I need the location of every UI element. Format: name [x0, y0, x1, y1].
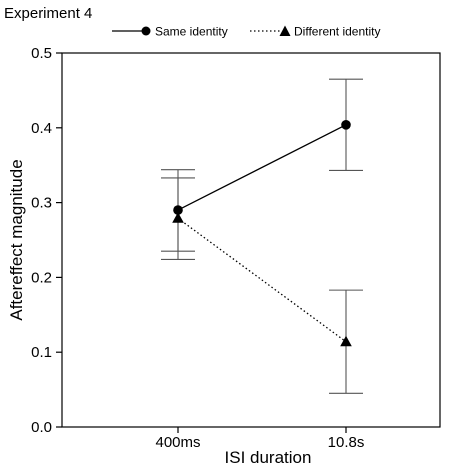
data-point-triangle: [172, 212, 184, 223]
chart-title: Experiment 4: [4, 5, 92, 22]
plot-area: [61, 52, 441, 428]
legend-marker-circle: [141, 26, 151, 36]
legend-label-different: Different identity: [294, 25, 381, 39]
y-tick-label: 0.0: [31, 419, 52, 436]
y-tick-label: 0.2: [31, 269, 52, 286]
y-axis-label: Aftereffect magnitude: [7, 159, 26, 320]
x-axis: 400ms 10.8s: [155, 427, 364, 451]
data-point-circle: [341, 120, 351, 130]
x-axis-label: ISI duration: [225, 448, 312, 466]
series-line: [177, 217, 347, 343]
y-tick-label: 0.4: [31, 120, 52, 137]
legend-marker-triangle: [279, 25, 291, 36]
y-tick-label: 0.1: [31, 344, 52, 361]
data-point-triangle: [340, 335, 352, 347]
series-line: [177, 124, 347, 211]
data-point-circle: [173, 205, 183, 215]
legend: Same identity Different identity: [112, 25, 381, 39]
series-layer: [161, 78, 363, 394]
y-tick-label: 0.3: [31, 195, 52, 212]
legend-label-same: Same identity: [155, 25, 228, 39]
y-tick-label: 0.5: [31, 45, 52, 62]
y-axis: 0.0 0.1 0.2 0.3 0.4 0.5: [31, 45, 62, 436]
x-tick-label: 10.8s: [328, 434, 365, 451]
x-tick-label: 400ms: [155, 434, 200, 451]
